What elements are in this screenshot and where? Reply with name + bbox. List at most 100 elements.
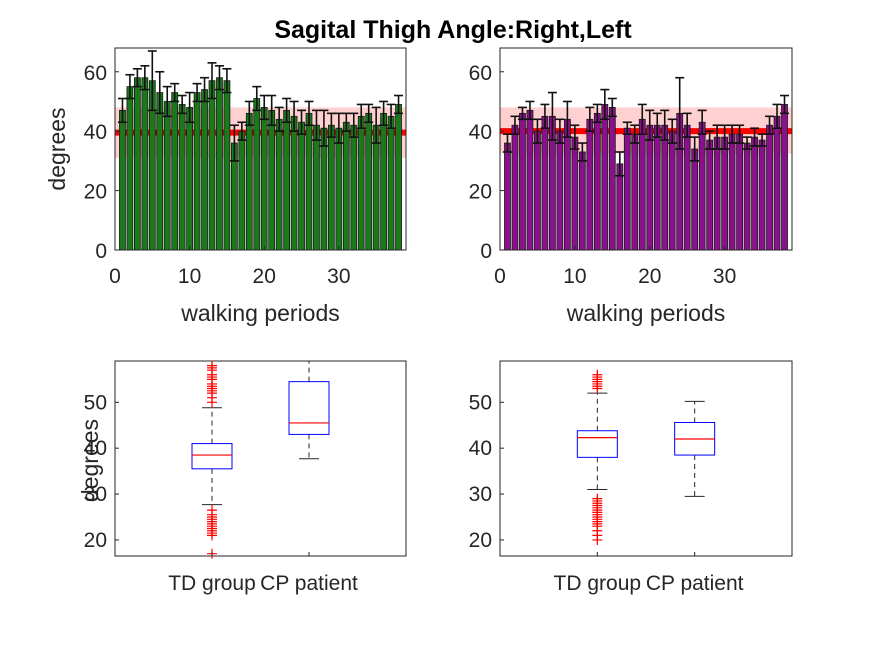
bar (526, 109, 534, 251)
bar (698, 121, 706, 251)
bar (534, 130, 541, 251)
y-tick-label: 20 (84, 181, 107, 204)
bar (119, 109, 126, 251)
bar (133, 77, 141, 251)
left-bars-plot (499, 47, 793, 251)
category-label: TD group (554, 572, 642, 595)
bar (601, 104, 609, 251)
y-tick-label: 40 (469, 121, 492, 144)
bar (327, 124, 335, 251)
bar (178, 104, 186, 251)
bar (201, 89, 208, 251)
bar (395, 104, 402, 251)
bar (541, 115, 549, 251)
x-tick-label: 30 (713, 265, 736, 288)
x-axis-label: walking periods (180, 300, 340, 326)
bar (571, 136, 579, 251)
bar (743, 142, 751, 251)
bar (357, 115, 365, 251)
bar (766, 124, 773, 251)
right-box-plot (114, 360, 407, 559)
bar (556, 130, 564, 251)
x-tick-label: 0 (109, 265, 121, 288)
y-tick-label: 40 (84, 437, 107, 460)
y-tick-label: 30 (469, 483, 492, 506)
category-label: CP patient (260, 572, 358, 595)
outlier-marker (592, 534, 603, 545)
x-tick-label: 10 (178, 265, 201, 288)
bar (268, 109, 276, 251)
x-tick-label: 0 (494, 265, 506, 288)
bar (511, 124, 519, 251)
bar (661, 124, 669, 251)
bar (365, 112, 373, 251)
bar (141, 77, 149, 251)
bar (519, 112, 526, 251)
bar (721, 136, 729, 251)
left-box-plot (499, 360, 793, 557)
bar (593, 112, 601, 251)
bar (186, 107, 193, 251)
x-tick-label: 10 (563, 265, 586, 288)
bar (646, 124, 654, 251)
bar (290, 115, 298, 251)
bar (758, 139, 766, 251)
bar (253, 98, 261, 251)
y-axis-label: degrees (44, 107, 70, 190)
bar (387, 115, 395, 251)
bar (208, 80, 216, 251)
bar (706, 139, 714, 251)
box (191, 443, 233, 470)
y-tick-label: 0 (480, 240, 492, 263)
bar (578, 151, 586, 251)
outlier-marker (207, 530, 217, 541)
plot-area (499, 360, 793, 557)
y-tick-label: 20 (469, 181, 492, 204)
bar (631, 133, 639, 251)
bar (372, 124, 380, 251)
x-tick-label: 20 (253, 265, 276, 288)
bar (171, 92, 179, 251)
bar (736, 133, 743, 251)
box (576, 430, 618, 458)
y-tick-label: 30 (84, 483, 107, 506)
bar (335, 127, 343, 251)
bar (638, 118, 646, 251)
bar (313, 124, 320, 251)
category-label: TD group (168, 572, 256, 595)
bar (683, 124, 691, 251)
box (288, 381, 330, 435)
plot-border (499, 47, 793, 251)
bar (616, 163, 624, 251)
bar (245, 112, 253, 251)
outlier-marker (592, 369, 603, 380)
y-tick-label: 0 (95, 240, 107, 263)
y-tick-label: 20 (469, 529, 492, 552)
bar (773, 115, 781, 251)
bar (728, 133, 736, 251)
bar (563, 118, 571, 251)
bar (275, 118, 283, 251)
plot-border (114, 47, 407, 251)
bar (342, 121, 350, 251)
bar (126, 86, 134, 251)
outlier-marker (207, 360, 217, 371)
bar (713, 136, 721, 251)
bar (260, 107, 268, 251)
y-axis-label: degrees (77, 419, 103, 502)
y-tick-label: 60 (84, 62, 107, 85)
y-tick-label: 50 (84, 391, 107, 414)
bar (504, 142, 511, 251)
y-tick-label: 60 (469, 62, 492, 85)
bar (156, 92, 164, 251)
bar (691, 148, 699, 251)
bar (238, 130, 246, 251)
bar (216, 77, 223, 251)
plot-area (114, 360, 407, 557)
bar (781, 104, 788, 251)
bar (668, 130, 676, 251)
bar (751, 136, 758, 251)
figure-title: Sagital Thigh Angle:Right,Left (274, 16, 632, 44)
bar (623, 127, 631, 251)
